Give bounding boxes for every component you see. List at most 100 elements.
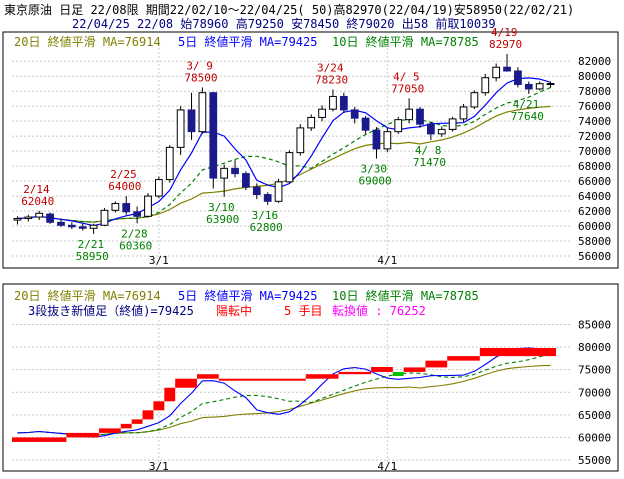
top-y-tick-label: 74000 [578, 115, 611, 128]
brick-up [305, 374, 339, 379]
annotation-date: 3/30 [360, 163, 387, 176]
top-panel-frame [2, 31, 619, 269]
top-y-tick-label: 80000 [578, 70, 611, 83]
candle [514, 67, 522, 88]
candle [111, 201, 120, 213]
candle [350, 106, 359, 124]
brick-up [164, 387, 176, 402]
candle [155, 176, 163, 199]
candle-body-up [296, 127, 305, 154]
candle [405, 98, 413, 124]
candle [57, 219, 65, 227]
brick-up [371, 366, 393, 372]
candle [427, 121, 435, 141]
candle [535, 81, 544, 91]
candle-body-up [307, 116, 316, 129]
bottom-y-tick-label: 70000 [578, 386, 611, 399]
candle [307, 114, 316, 131]
candle-body-up [144, 195, 152, 217]
header-line2: 22/04/25 22/08 始78960 高79250 安78450 終790… [72, 16, 496, 31]
brick-up [153, 401, 165, 411]
annotation-value: 78500 [184, 71, 217, 84]
candle-body-down [209, 92, 218, 179]
candle [220, 164, 229, 197]
candle [383, 127, 392, 152]
candle-body-down [242, 173, 250, 188]
top-legend-ma10: 10日 終値平滑 MA=78785 [332, 34, 479, 49]
brick-up [425, 360, 448, 368]
candle [89, 223, 98, 234]
candle [459, 103, 468, 122]
annotation-date: 2/21 [78, 238, 105, 251]
annotation-date: 4/19 [491, 26, 518, 39]
candle [361, 115, 370, 134]
brick-up [66, 432, 100, 438]
candle-body-up [165, 146, 174, 181]
annotation-value: 58950 [76, 250, 109, 263]
bottom-x-axis: 3/1 4/1 [149, 460, 397, 473]
candle [329, 89, 337, 112]
brick-up [479, 348, 513, 357]
candle [296, 124, 305, 156]
candle [133, 206, 141, 224]
bottom-ma10-line [17, 353, 551, 436]
top-y-tick-label: 56000 [578, 250, 611, 263]
annotation-value: 64000 [108, 180, 141, 193]
candle-body-down [187, 109, 196, 133]
brick-up [12, 437, 67, 442]
candle [503, 53, 511, 72]
candle-body-down [231, 167, 239, 175]
candle [492, 63, 501, 82]
top-y-tick-label: 68000 [578, 160, 611, 173]
candle-body-up [111, 203, 120, 211]
top-x-tick-label: 3/1 [149, 254, 169, 267]
top-y-tick-label: 62000 [578, 205, 611, 218]
bottom-y-tick-label: 65000 [578, 409, 611, 422]
candle-body-down [416, 108, 424, 125]
candle [546, 81, 555, 88]
bottom-ma20-line [17, 364, 551, 436]
bottom-y-tick-label: 75000 [578, 364, 611, 377]
bottom-panel-frame [2, 283, 619, 472]
top-y-tick-label: 70000 [578, 145, 611, 158]
candle-body-down [361, 117, 370, 131]
candle-body-up [155, 179, 163, 197]
candle-body-down [78, 226, 87, 229]
annotation-value: 69000 [358, 175, 391, 188]
candle-body-up [285, 152, 294, 183]
bottom-y-tick-label: 80000 [578, 341, 611, 354]
candle-body-down [133, 211, 141, 217]
annotation-date: 4/21 [513, 98, 540, 111]
candle [524, 81, 533, 94]
candle-body-down [339, 95, 348, 111]
annotation-date: 2/25 [110, 168, 136, 181]
top-x-axis: 3/1 4/1 [149, 254, 397, 267]
brick-up [120, 423, 132, 429]
candle [372, 127, 381, 159]
brick-up [196, 374, 219, 379]
top-y-axis: 82000 80000 78000 76000 74000 72000 70000 68000… [578, 55, 611, 263]
candle [339, 92, 348, 113]
candle-body-up [492, 66, 501, 79]
candle [67, 222, 76, 230]
candle-body-up [481, 77, 490, 94]
candle-body-down [372, 129, 381, 150]
header-bg [0, 0, 624, 30]
candle [198, 87, 207, 134]
candle-body-down [67, 224, 76, 228]
top-ma10-line [17, 86, 551, 223]
candle [242, 171, 250, 191]
annotation-date: 3/ 9 [186, 59, 213, 72]
candle [448, 116, 457, 132]
candle-body-up [318, 108, 326, 118]
candle [252, 183, 261, 200]
new-value-bricks [12, 348, 556, 442]
candle-body-down [46, 213, 54, 223]
candle-body-down [427, 123, 435, 135]
candle-body-up [437, 128, 446, 135]
annotation-date: 3/10 [208, 201, 235, 214]
brick-down [392, 371, 404, 376]
candle-body-down [263, 194, 272, 202]
candle-body-up [100, 209, 109, 226]
